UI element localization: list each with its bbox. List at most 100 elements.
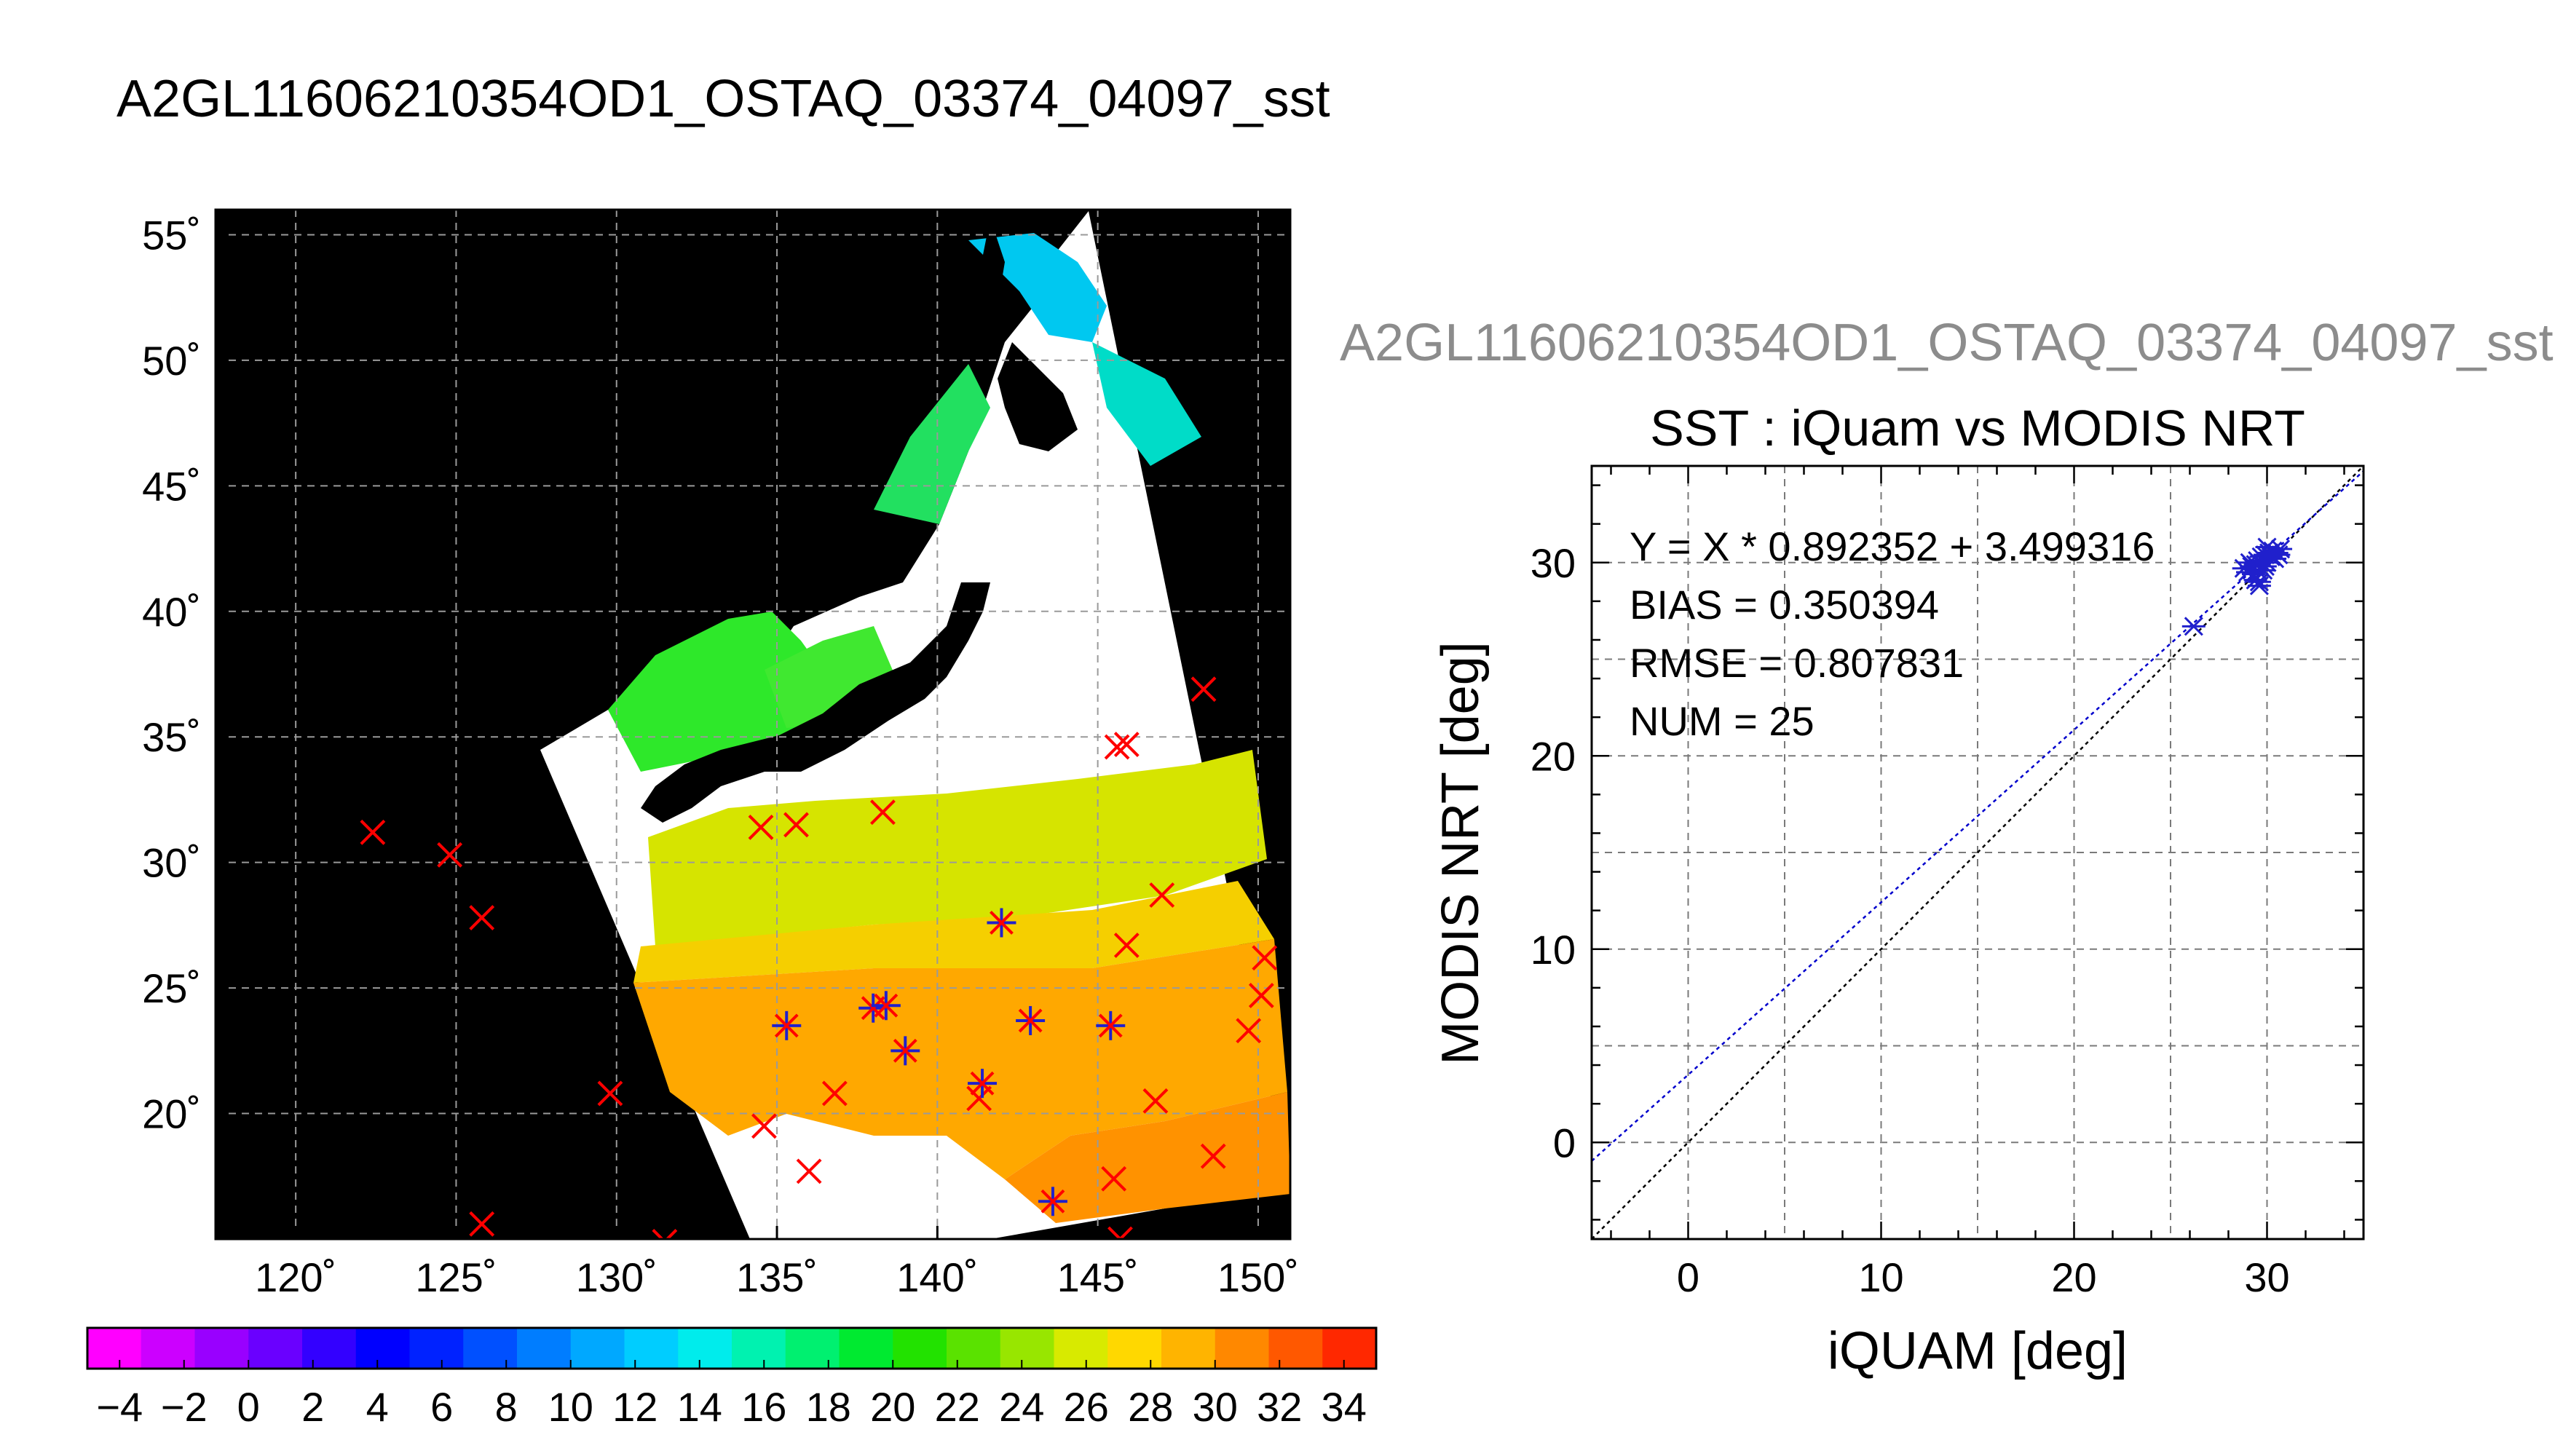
scatter-x-tick-labels: 0 10 20 30 — [1677, 1254, 2290, 1300]
scatter-annotation-fit: Y = X * 0.892352 + 3.499316 — [1630, 523, 2155, 569]
colorbar-cell — [1215, 1328, 1269, 1369]
map-lon-tick-label: 145˚ — [1057, 1254, 1139, 1300]
identity-line — [1592, 466, 2364, 1239]
map-iquam-marker — [437, 842, 463, 868]
scatter-point — [2246, 561, 2270, 580]
map-matched-marker-x-stroke-b — [874, 993, 899, 1018]
map-iquam-marker-stroke-b — [748, 814, 774, 840]
map-iquam-marker-stroke-b — [360, 819, 386, 845]
map-lat-labels: 20˚ 25˚ 30˚ 35˚ 40˚ 45˚ 50˚ 55˚ — [142, 212, 201, 1136]
colorbar-cell — [248, 1328, 303, 1369]
map-matched-marker-x-stroke-b — [1018, 1008, 1043, 1033]
scatter-annotation-num: NUM = 25 — [1630, 698, 1814, 744]
sst-band-yellow — [633, 881, 1274, 983]
map-lat-tick-label: 45˚ — [142, 463, 201, 509]
map-lat-tick-label: 50˚ — [142, 338, 201, 384]
colorbar-tick-label: 4 — [366, 1384, 389, 1430]
sst-colorbar: −4 −2 0 2 4 6 8 10 12 14 16 18 20 22 24 26 28 30 32 34 — [86, 1326, 1378, 1430]
map-matched-marker — [871, 991, 901, 1021]
colorbar-tick-label: 0 — [237, 1384, 260, 1430]
colorbar-cell — [517, 1328, 572, 1369]
colorbar-cell — [463, 1328, 518, 1369]
map-matched-marker — [772, 1010, 802, 1040]
map-iquam-marker — [1107, 1226, 1133, 1239]
map-iquam-marker — [1113, 732, 1140, 758]
scatter-point-d2 — [2263, 541, 2283, 561]
scatter-title: SST : iQuam vs MODIS NRT — [1650, 400, 2305, 456]
colorbar-cell — [194, 1328, 249, 1369]
colorbar-cell — [570, 1328, 625, 1369]
colorbar-cell — [893, 1328, 947, 1369]
map-matched-markers — [772, 908, 1126, 1216]
map-iquam-marker — [597, 1080, 623, 1107]
map-iquam-marker-stroke-b — [665, 1229, 678, 1239]
scatter-ticks — [1592, 466, 2364, 1239]
scatter-y-tick-label: 20 — [1531, 733, 1576, 779]
sst-band-orange — [633, 939, 1287, 1179]
sst-band-cyan-east — [1092, 342, 1201, 466]
map-matched-marker-x-stroke-b — [893, 1038, 917, 1063]
map-matched-marker — [891, 1036, 920, 1066]
map-iquam-marker — [360, 819, 386, 845]
fit-line — [1592, 470, 2364, 1162]
map-matched-marker-x-stroke-b — [1040, 1189, 1065, 1214]
colorbar-cell — [1054, 1328, 1108, 1369]
sst-band-green-sea-of-japan — [608, 612, 837, 772]
map-iquam-marker-stroke-b — [966, 1085, 992, 1112]
scatter-point — [2255, 537, 2279, 557]
map-lat-tick-label: 25˚ — [142, 965, 201, 1011]
colorbar-cell — [1268, 1328, 1323, 1369]
colorbar-tick-label: 30 — [1193, 1384, 1238, 1430]
map-iquam-marker-stroke-b — [469, 905, 495, 930]
colorbar-cell — [624, 1328, 679, 1369]
sst-map-panel: 120˚ 125˚ 130˚ 135˚ 140˚ 145˚ 150˚ 20˚ 25˚ 30˚ 35… — [142, 208, 1299, 1300]
map-iquam-marker-stroke-b — [783, 812, 809, 838]
map-iquam-marker-stroke-a — [652, 1229, 665, 1239]
colorbar-tick-label: 8 — [495, 1384, 518, 1430]
scatter-y-axis-label: MODIS NRT [deg] — [1431, 641, 1490, 1065]
map-iquam-marker — [1104, 734, 1130, 760]
map-iquam-marker — [966, 1085, 992, 1112]
colorbar-tick-label: 22 — [935, 1384, 980, 1430]
map-iquam-marker-stroke-b — [1190, 676, 1217, 703]
map-lat-tick-label: 35˚ — [142, 714, 201, 760]
colorbar-cell — [1107, 1328, 1162, 1369]
colorbar-tick-label: −4 — [96, 1384, 143, 1430]
map-iquam-marker-stroke-b — [1113, 933, 1140, 958]
scatter-frame — [1590, 464, 2365, 1241]
colorbar-cell — [1161, 1328, 1216, 1369]
colorbar-tick-label: 12 — [612, 1384, 657, 1430]
scatter-point — [2261, 541, 2285, 561]
map-iquam-marker-stroke-b — [1248, 983, 1274, 1008]
map-iquam-marker — [748, 814, 774, 840]
land-korea — [583, 553, 655, 655]
map-iquam-marker — [652, 1229, 678, 1239]
scatter-x-tick-label: 30 — [2244, 1254, 2289, 1300]
sst-band-green-north — [874, 364, 990, 524]
scatter-point — [2247, 572, 2271, 592]
map-lat-tick-label: 30˚ — [142, 840, 201, 886]
colorbar-cells — [87, 1328, 1377, 1369]
map-iquam-marker — [1101, 1166, 1127, 1192]
colorbar-tick-label: 34 — [1322, 1384, 1367, 1430]
map-matched-marker — [968, 1069, 998, 1099]
map-iquam-marker-stroke-b — [1118, 1226, 1133, 1239]
scatter-point-d2 — [2248, 561, 2267, 580]
map-iquam-marker-stroke-b — [1200, 1143, 1226, 1169]
map-lon-tick-label: 120˚ — [255, 1254, 336, 1300]
land-hokkaido — [998, 342, 1078, 451]
map-iquam-marker-stroke-b — [796, 1158, 822, 1184]
colorbar-cell — [785, 1328, 840, 1369]
colorbar-cell — [141, 1328, 195, 1369]
scatter-panel-title: A2GL11606210354OD1_OSTAQ_03374_04097_sst — [1340, 314, 2554, 372]
map-iquam-marker — [1190, 676, 1217, 703]
map-matched-marker-x-stroke-b — [970, 1071, 995, 1096]
colorbar-tick-label: 6 — [430, 1384, 453, 1430]
scatter-annotation-bias: BIAS = 0.350394 — [1630, 582, 1939, 628]
colorbar-tick-label: 10 — [548, 1384, 593, 1430]
colorbar-tick-label: 2 — [301, 1384, 324, 1430]
scatter-annotation-rmse: RMSE = 0.807831 — [1630, 640, 1964, 686]
map-lat-tick-label: 40˚ — [142, 589, 201, 635]
colorbar-frame — [86, 1326, 1378, 1370]
colorbar-cell — [839, 1328, 893, 1369]
